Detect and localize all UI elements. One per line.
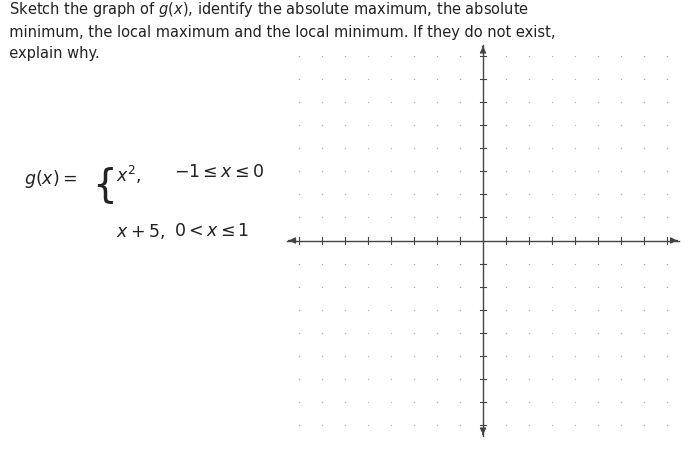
Text: $g(x) =$: $g(x) =$ <box>24 168 77 190</box>
Text: $0 < x \leq 1$: $0 < x \leq 1$ <box>174 222 250 240</box>
Text: $x + 5,$: $x + 5,$ <box>116 222 165 241</box>
Text: Sketch the graph of $g(x)$, identify the absolute maximum, the absolute
  minimu: Sketch the graph of $g(x)$, identify the… <box>0 0 555 61</box>
Text: $\{$: $\{$ <box>92 164 113 205</box>
Text: $x^2,$: $x^2,$ <box>116 163 142 185</box>
Text: $-1 \leq x \leq 0$: $-1 \leq x \leq 0$ <box>174 163 265 182</box>
